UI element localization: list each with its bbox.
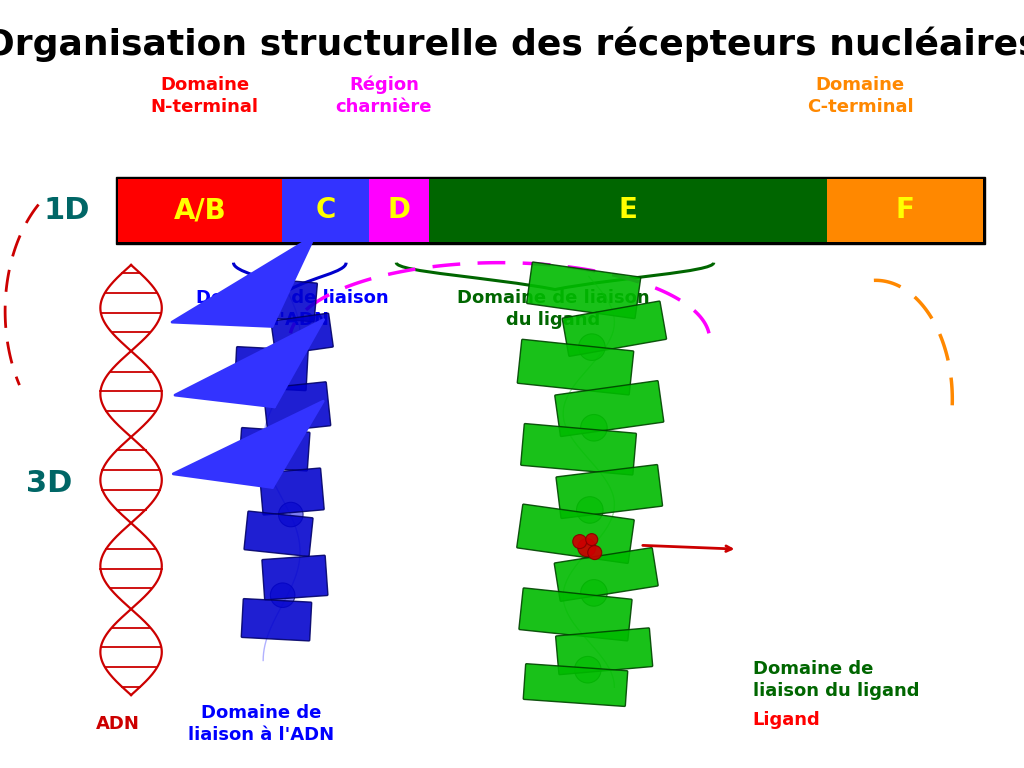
Circle shape [577, 497, 603, 523]
Text: Organisation structurelle des récepteurs nucléaires: Organisation structurelle des récepteurs… [0, 27, 1024, 62]
Text: Domaine
N-terminal: Domaine N-terminal [151, 76, 259, 116]
Bar [369, 179, 429, 242]
Circle shape [272, 422, 297, 446]
FancyBboxPatch shape [262, 555, 328, 600]
Text: Domaine de
liaison à l'ADN: Domaine de liaison à l'ADN [188, 704, 334, 744]
Text: 1D: 1D [43, 196, 90, 225]
FancyBboxPatch shape [517, 339, 634, 395]
FancyBboxPatch shape [554, 548, 658, 601]
Circle shape [579, 334, 605, 360]
Text: Domaine de liaison
à l'ADN: Domaine de liaison à l'ADN [196, 289, 388, 329]
FancyBboxPatch shape [517, 504, 634, 564]
Circle shape [270, 583, 295, 607]
Text: Ligand: Ligand [753, 710, 820, 729]
FancyBboxPatch shape [562, 301, 667, 356]
FancyBboxPatch shape [234, 346, 308, 391]
Bar [116, 177, 985, 244]
Bar [283, 179, 369, 242]
FancyBboxPatch shape [555, 381, 664, 436]
FancyBboxPatch shape [519, 588, 632, 641]
FancyBboxPatch shape [239, 428, 310, 471]
FancyBboxPatch shape [523, 664, 628, 707]
FancyBboxPatch shape [556, 465, 663, 518]
Circle shape [572, 535, 587, 548]
Text: Domaine de
liaison du ligand: Domaine de liaison du ligand [753, 660, 920, 700]
Text: 3D: 3D [26, 469, 73, 498]
FancyBboxPatch shape [263, 382, 331, 432]
Circle shape [574, 657, 601, 683]
FancyBboxPatch shape [526, 262, 641, 319]
FancyBboxPatch shape [271, 313, 333, 355]
Text: A/B: A/B [174, 197, 226, 224]
Bar [827, 179, 983, 242]
FancyBboxPatch shape [242, 598, 311, 641]
FancyBboxPatch shape [259, 468, 325, 515]
Circle shape [581, 580, 607, 606]
FancyBboxPatch shape [556, 628, 652, 674]
Bar [118, 179, 283, 242]
Text: Région
charnière: Région charnière [336, 76, 432, 116]
FancyBboxPatch shape [521, 424, 636, 475]
Circle shape [586, 534, 598, 545]
Circle shape [578, 538, 596, 557]
Circle shape [581, 415, 607, 441]
Text: E: E [618, 197, 638, 224]
Text: Domaine de liaison
du ligand: Domaine de liaison du ligand [457, 289, 649, 329]
FancyBboxPatch shape [246, 277, 317, 322]
Text: ADN: ADN [96, 715, 139, 733]
Circle shape [279, 502, 303, 527]
Text: C: C [315, 197, 336, 224]
Circle shape [588, 545, 602, 560]
Bar [429, 179, 827, 242]
Circle shape [276, 343, 301, 367]
Text: F: F [896, 197, 914, 224]
Text: D: D [387, 197, 411, 224]
FancyBboxPatch shape [244, 511, 313, 556]
Text: Domaine
C-terminal: Domaine C-terminal [807, 76, 913, 116]
